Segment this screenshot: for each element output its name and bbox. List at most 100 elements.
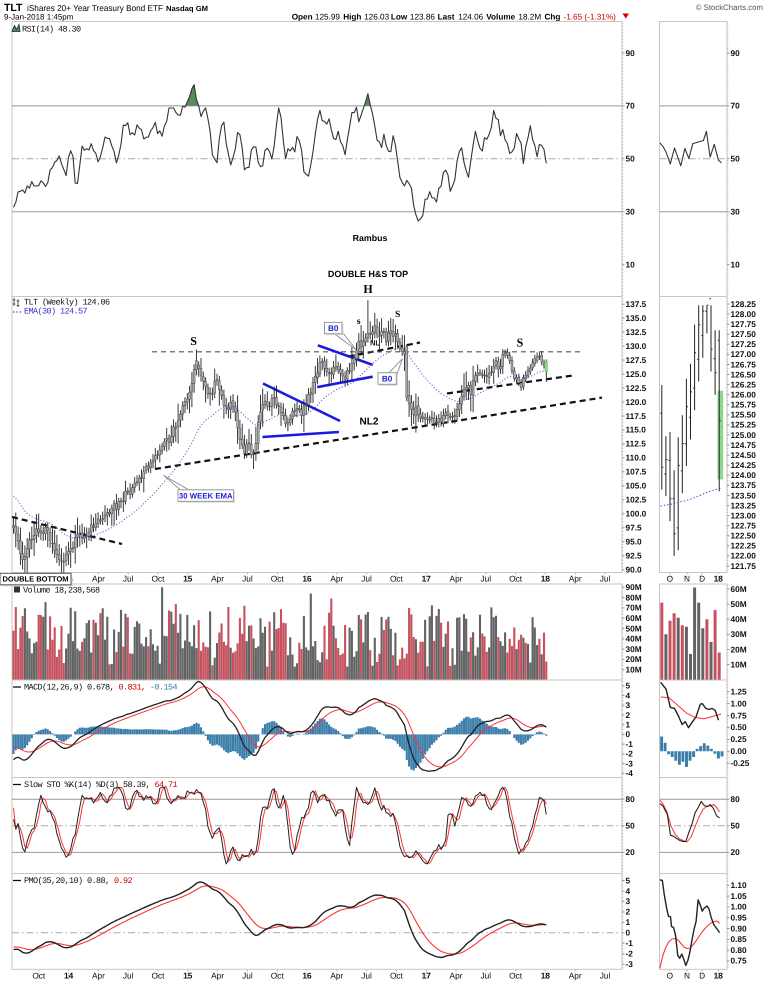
svg-text:18: 18 [541,970,551,980]
svg-text:60M: 60M [626,613,642,623]
svg-text:40M: 40M [731,614,747,624]
svg-text:2: 2 [626,907,631,917]
svg-text:D: D [699,970,705,980]
svg-text:1: 1 [626,917,631,927]
svg-text:30M: 30M [731,629,747,639]
svg-text:TLT: TLT [4,2,23,14]
svg-text:Low: Low [391,12,408,21]
svg-text:126.25: 126.25 [731,379,757,389]
svg-text:-2: -2 [626,749,634,759]
svg-text:16: 16 [302,574,312,584]
svg-text:125.50: 125.50 [731,410,757,420]
svg-text:10M: 10M [626,665,642,675]
svg-text:Oct: Oct [32,970,46,980]
svg-text:97.5: 97.5 [626,523,643,533]
svg-text:50: 50 [731,821,741,831]
svg-text:0.25: 0.25 [731,734,748,744]
svg-text:126.03: 126.03 [364,12,389,21]
svg-text:D: D [699,574,705,584]
svg-text:122.25: 122.25 [731,541,757,551]
svg-text:5: 5 [626,681,631,691]
svg-text:Oct: Oct [390,574,404,584]
svg-text:© StockCharts.com: © StockCharts.com [696,3,763,12]
svg-text:123.75: 123.75 [731,480,757,490]
svg-text:EMA(30) 124.57: EMA(30) 124.57 [24,307,88,317]
svg-text:20M: 20M [731,644,747,654]
svg-text:10: 10 [626,259,636,269]
svg-text:Apr: Apr [92,574,105,584]
svg-text:15: 15 [183,574,193,584]
svg-text:Slow STO %K(14) %D(3) 58.39, 6: Slow STO %K(14) %D(3) 58.39, 64.71 [24,780,178,790]
svg-text:Jul: Jul [123,970,134,980]
svg-text:NL: NL [370,339,380,348]
svg-text:20M: 20M [626,654,642,664]
svg-text:122.5: 122.5 [626,383,647,393]
svg-text:-1.65 (-1.31%): -1.65 (-1.31%) [564,12,617,21]
svg-text:Oct: Oct [509,574,523,584]
svg-text:137.5: 137.5 [626,299,647,309]
svg-text:30 WEEK EMA: 30 WEEK EMA [179,492,233,501]
svg-text:1.00: 1.00 [731,698,748,708]
svg-text:50M: 50M [626,623,642,633]
svg-text:125.99: 125.99 [315,12,340,21]
svg-text:0.00: 0.00 [731,746,748,756]
svg-text:1.10: 1.10 [731,880,748,890]
svg-text:-3: -3 [626,758,634,768]
svg-text:iShares 20+ Year Treasury Bond: iShares 20+ Year Treasury Bond ETF [27,3,163,13]
svg-text:123.00: 123.00 [731,510,757,520]
svg-text:Apr: Apr [569,574,582,584]
svg-text:123.25: 123.25 [731,500,757,510]
svg-text:O: O [667,574,674,584]
svg-text:17: 17 [422,574,432,584]
svg-text:121.75: 121.75 [731,561,757,571]
svg-text:70M: 70M [626,603,642,613]
svg-text:Jul: Jul [480,970,491,980]
svg-text:Jul: Jul [361,970,372,980]
svg-text:127.50: 127.50 [731,329,757,339]
svg-text:126.50: 126.50 [731,369,757,379]
svg-text:50: 50 [626,154,636,164]
svg-text:127.00: 127.00 [731,349,757,359]
svg-text:TLT (Weekly) 124.06: TLT (Weekly) 124.06 [24,298,110,308]
svg-text:N: N [684,574,690,584]
svg-text:9-Jan-2018 1:45pm: 9-Jan-2018 1:45pm [4,12,74,21]
svg-text:B0: B0 [328,324,339,333]
svg-text:130.0: 130.0 [626,341,647,351]
svg-text:125.75: 125.75 [731,400,757,410]
svg-text:1.05: 1.05 [731,891,748,901]
svg-text:40M: 40M [626,634,642,644]
svg-text:Apr: Apr [330,970,343,980]
svg-text:16: 16 [302,970,312,980]
svg-text:124.50: 124.50 [731,450,757,460]
svg-text:124.06: 124.06 [458,12,483,21]
svg-text:50M: 50M [731,599,747,609]
svg-text:Oct: Oct [152,970,166,980]
svg-text:18.2M: 18.2M [518,12,541,21]
svg-text:NL2: NL2 [360,417,379,428]
svg-text:-4: -4 [626,768,634,778]
svg-text:Oct: Oct [390,970,404,980]
svg-text:122.50: 122.50 [731,531,757,541]
svg-text:1.00: 1.00 [731,902,748,912]
svg-text:Last: Last [438,12,455,21]
svg-text:0.95: 0.95 [731,913,748,923]
svg-text:-1: -1 [626,739,634,749]
svg-text:0.50: 0.50 [731,722,748,732]
svg-text:-2: -2 [626,949,634,959]
svg-text:125.25: 125.25 [731,420,757,430]
svg-text:3: 3 [626,700,631,710]
svg-text:1: 1 [626,720,631,730]
svg-text:DOUBLE H&S TOP: DOUBLE H&S TOP [328,269,408,279]
svg-text:126.75: 126.75 [731,359,757,369]
svg-text:70: 70 [731,101,741,111]
svg-text:Jul: Jul [480,574,491,584]
svg-text:18: 18 [714,970,724,980]
svg-text:80: 80 [731,794,741,804]
svg-text:-1: -1 [626,938,634,948]
svg-text:Jul: Jul [600,574,611,584]
svg-text:O: O [667,970,674,980]
svg-text:50: 50 [731,154,741,164]
svg-text:-0.25: -0.25 [731,758,750,768]
svg-text:20: 20 [626,847,636,857]
svg-text:Apr: Apr [450,970,463,980]
